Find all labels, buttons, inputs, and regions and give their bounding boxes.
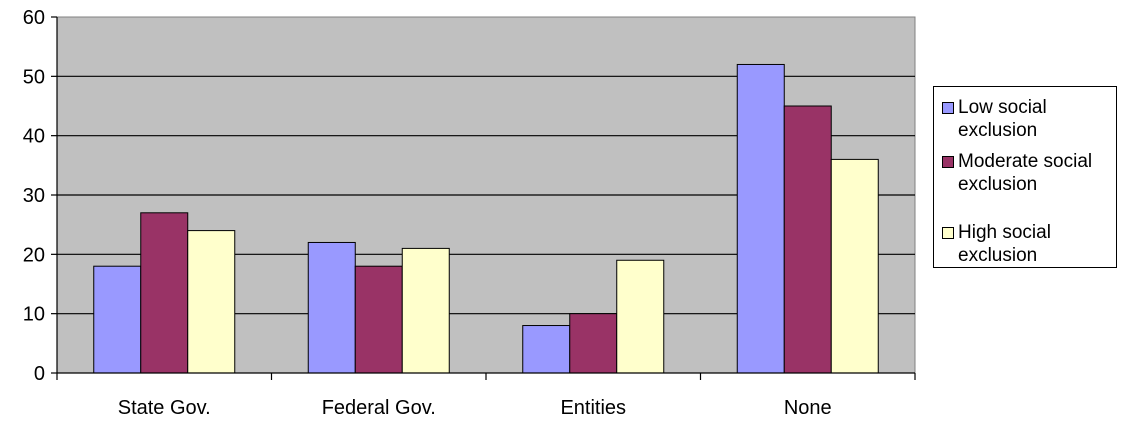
legend-swatch-moderate xyxy=(942,156,954,168)
x-tick-label-state-gov: State Gov. xyxy=(118,397,211,419)
bar-low-social-exclusion-federal-gov xyxy=(307,241,356,374)
y-tick-label-60: 60 xyxy=(23,7,45,29)
x-tick-label-none: None xyxy=(784,397,832,419)
axes xyxy=(51,16,916,380)
y-tick-label-20: 20 xyxy=(23,244,45,266)
bar-moderate-social-exclusion-state-gov xyxy=(140,212,189,374)
bar-high-social-exclusion-entities xyxy=(616,259,665,374)
bar-low-social-exclusion-state-gov xyxy=(93,265,142,374)
legend-swatch-low xyxy=(942,102,954,114)
x-tick-label-entities: Entities xyxy=(560,397,626,419)
bar-high-social-exclusion-federal-gov xyxy=(401,247,450,374)
y-tick-label-40: 40 xyxy=(23,126,45,148)
bars xyxy=(93,63,879,374)
legend-label-high: High social exclusion xyxy=(958,222,1051,266)
bar-high-social-exclusion-none xyxy=(830,158,879,374)
x-tick-labels: State Gov. Federal Gov. Entities None xyxy=(118,397,832,419)
bar-low-social-exclusion-entities xyxy=(522,325,571,374)
bar-low-social-exclusion-none xyxy=(736,63,785,374)
legend: Low social exclusion Moderate social exc… xyxy=(933,86,1117,268)
x-tick-label-federal-gov: Federal Gov. xyxy=(322,397,436,419)
bar-moderate-social-exclusion-entities xyxy=(569,313,618,374)
y-tick-labels: 0 10 20 30 40 50 60 xyxy=(23,7,45,385)
bar-high-social-exclusion-state-gov xyxy=(187,230,236,374)
y-tick-label-0: 0 xyxy=(34,363,45,385)
y-tick-label-30: 30 xyxy=(23,185,45,207)
legend-swatch-high xyxy=(942,227,954,239)
legend-label-moderate: Moderate social exclusion xyxy=(958,151,1093,195)
bar-moderate-social-exclusion-none xyxy=(783,105,832,374)
legend-label-low: Low social exclusion xyxy=(958,97,1047,141)
y-tick-label-10: 10 xyxy=(23,304,45,326)
bar-moderate-social-exclusion-federal-gov xyxy=(354,265,403,374)
y-tick-label-50: 50 xyxy=(23,66,45,88)
